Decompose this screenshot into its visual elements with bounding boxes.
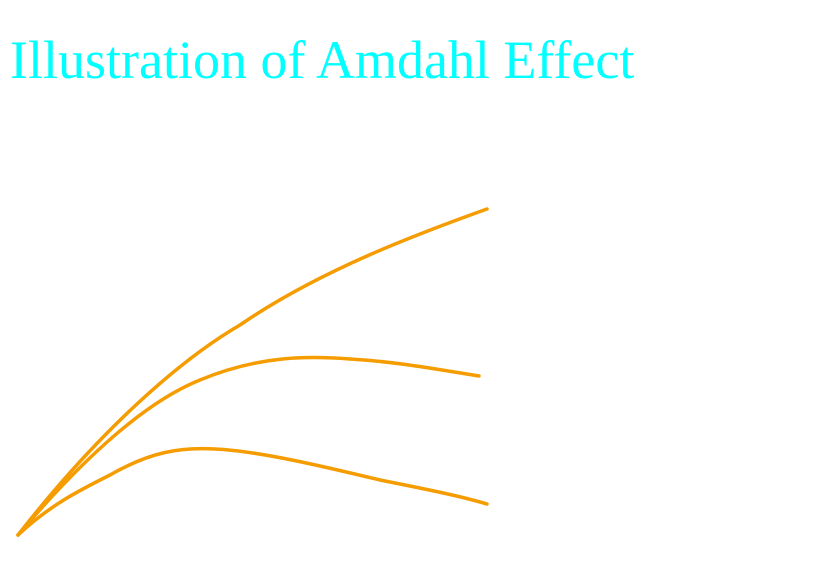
curve-middle: [16, 355, 481, 537]
slide-title: Illustration of Amdahl Effect: [10, 30, 635, 90]
curve-bottom: [16, 446, 489, 537]
curve-top: [16, 207, 489, 537]
